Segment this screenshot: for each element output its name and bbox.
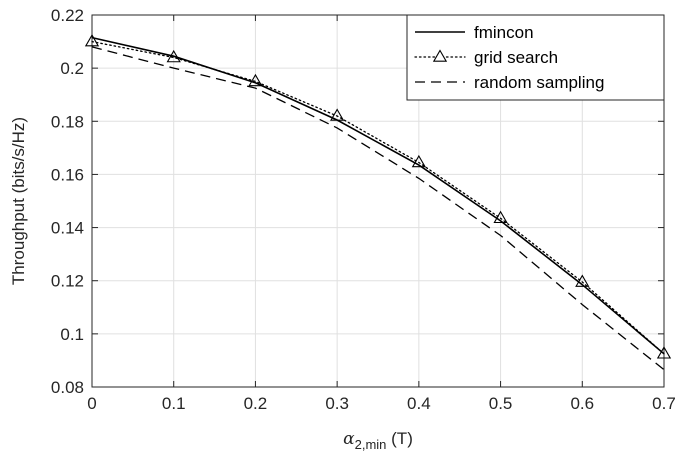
x-tick-label: 0.4: [407, 394, 431, 413]
x-tick-label: 0.5: [489, 394, 513, 413]
series-line-random-sampling: [91, 46, 665, 371]
axes: [91, 14, 665, 388]
data-point-grid-search: [166, 49, 181, 63]
x-tick-label: 0.3: [325, 394, 349, 413]
data-point-grid-search: [330, 108, 345, 121]
y-tick-label: 0.1: [60, 325, 84, 344]
legend-box: [406, 14, 665, 101]
x-tick-label: 0.7: [652, 394, 676, 413]
x-tick-label: 0.1: [162, 394, 186, 413]
x-tick-label: 0.2: [244, 394, 268, 413]
data-point-grid-search: [248, 73, 263, 87]
legend-label-grid-search: grid search: [474, 48, 558, 67]
y-tick-label: 0.18: [51, 112, 84, 131]
axes-box: [91, 14, 665, 388]
data-point-grid-search: [411, 154, 426, 168]
y-tick-label: 0.16: [51, 165, 84, 184]
y-tick-label: 0.12: [51, 272, 84, 291]
data-point-grid-search: [656, 346, 672, 359]
y-tick-label: 0.14: [51, 219, 84, 238]
plot-series: [84, 33, 672, 371]
x-axis-label: α2,min (T): [343, 429, 413, 452]
y-axis-label: Throughput (bits/s/Hz): [9, 117, 28, 285]
x-tick-label: 0: [87, 394, 96, 413]
data-point-grid-search: [84, 33, 100, 47]
tick-labels: 0 0.1 0.2 0.3 0.4 0.5 0.6 0.7 0.08 0.1 0.12 0.14 0.1…: [51, 6, 676, 413]
y-tick-label: 0.22: [51, 6, 84, 25]
series-line-fmincon: [91, 36, 665, 355]
legend-label-fmincon: fmincon: [474, 23, 534, 42]
x-tick-label: 0.6: [570, 394, 594, 413]
y-tick-label: 0.08: [51, 378, 84, 397]
data-point-grid-search: [575, 274, 590, 287]
legend: fmincon grid search random sampling: [406, 14, 665, 101]
legend-label-random-sampling: random sampling: [474, 73, 604, 92]
legend-marker-grid-search: [432, 49, 448, 62]
y-tick-label: 0.2: [60, 59, 84, 78]
series-line-grid-search: [91, 40, 665, 355]
data-point-grid-search: [493, 210, 508, 224]
axis-labels: α2,min (T) Throughput (bits/s/Hz): [9, 117, 413, 452]
